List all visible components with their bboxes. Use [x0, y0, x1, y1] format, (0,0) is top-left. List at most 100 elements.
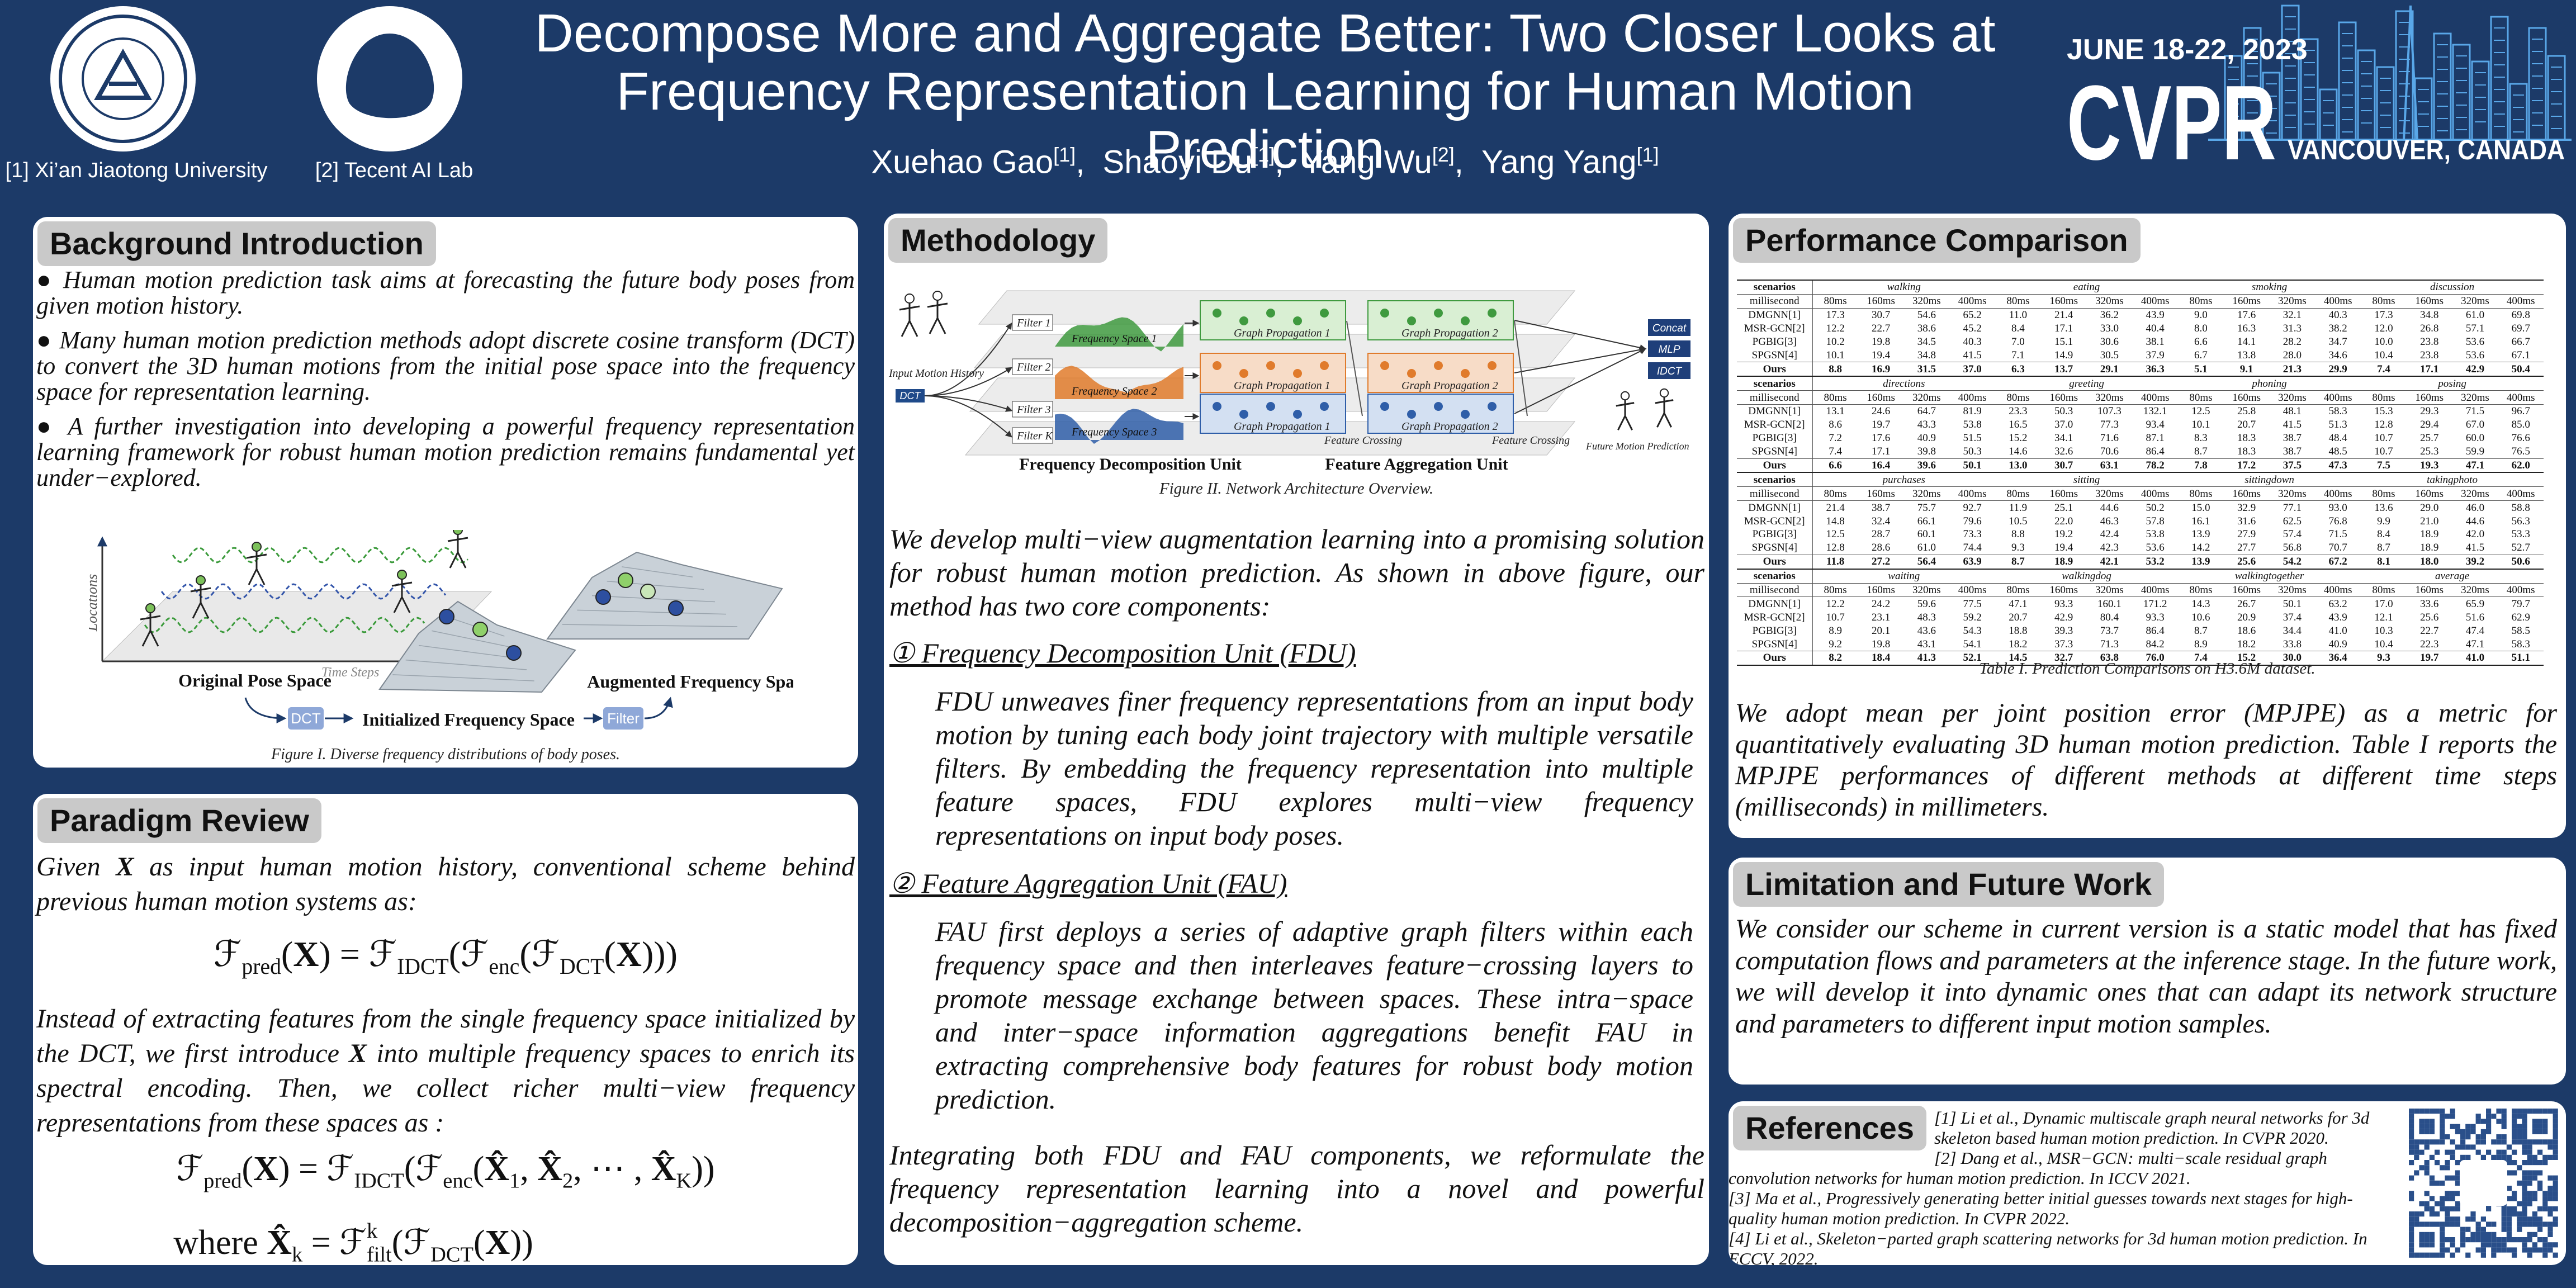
table-row: Ours 11.8 27.2 56.4 63.9 8.7 18.9 42.1 53.2 13.9 2…	[1737, 555, 2544, 569]
qr-cell	[2501, 1247, 2507, 1253]
table-row: SPGSN[4] 12.8 28.6 61.0 74.4 9.3 19.4 42.3 53.6 1…	[1737, 541, 2544, 555]
graph-node	[1320, 361, 1329, 370]
qr-code	[2404, 1104, 2563, 1262]
skeleton-head	[932, 291, 943, 301]
qr-cell	[2409, 1237, 2414, 1243]
qr-cell	[2440, 1242, 2445, 1248]
qr-cell	[2512, 1237, 2517, 1243]
qr-cell	[2429, 1242, 2435, 1248]
cell: 12.8	[2374, 419, 2393, 431]
cell: 63.9	[1963, 556, 1982, 568]
graph-node	[1488, 361, 1497, 370]
cell: 47.1	[2465, 460, 2485, 472]
qr-cell	[2440, 1247, 2445, 1253]
paragraph: FDU unweaves finer frequency representat…	[935, 685, 1693, 851]
qr-cell	[2450, 1154, 2455, 1160]
cell: 9.1	[2239, 363, 2253, 375]
surface-grid	[577, 609, 727, 615]
qr-cell	[2506, 1211, 2512, 1217]
cell: 10.4	[2374, 638, 2393, 650]
qr-cell	[2547, 1247, 2553, 1253]
qr-cell	[2465, 1237, 2471, 1243]
table-row: millisecond 80ms 160ms 320ms 400ms 80ms 160ms 3…	[1737, 294, 2544, 309]
qr-cell	[2532, 1221, 2537, 1227]
cell: 66.7	[2511, 336, 2530, 348]
author-separator: ,	[1275, 144, 1284, 181]
cell: 50.6	[2511, 556, 2530, 568]
results-table: scenarios walking eating smoking discussion m…	[1737, 280, 2544, 666]
qr-cell	[2553, 1216, 2558, 1222]
qr-cell	[2527, 1191, 2532, 1196]
math-symbol: X̂	[267, 1224, 292, 1262]
graph-node	[1293, 410, 1302, 419]
cell: 69.7	[2511, 323, 2530, 335]
skeleton-head	[397, 570, 407, 580]
time-step: 80ms	[2189, 391, 2213, 404]
qr-cell	[2429, 1109, 2435, 1114]
qr-cell	[2414, 1154, 2419, 1160]
surface-point	[506, 645, 522, 661]
qr-cell	[2440, 1129, 2445, 1134]
qr-cell	[2414, 1139, 2419, 1145]
qr-cell	[2475, 1119, 2481, 1124]
skeleton	[447, 534, 468, 569]
time-step: 80ms	[2189, 487, 2213, 500]
building	[2528, 27, 2547, 141]
cell: 71.6	[2100, 432, 2119, 444]
qr-cell	[2460, 1237, 2466, 1243]
cell: 79.7	[2511, 598, 2530, 610]
skeleton	[190, 585, 211, 619]
time-step: 160ms	[2232, 487, 2261, 500]
cell: 15.2	[2009, 432, 2028, 444]
qr-cell	[2553, 1175, 2558, 1181]
qr-cell	[2424, 1139, 2430, 1145]
qr-cell	[2475, 1237, 2481, 1243]
table-row: Ours 6.6 16.4 39.6 50.1 13.0 30.7 63.1 78.2 7.8 17…	[1737, 458, 2544, 473]
cell: 25.6	[2420, 611, 2439, 623]
cell: 65.2	[1963, 309, 1982, 321]
qr-cell	[2542, 1201, 2548, 1206]
qr-cell	[2553, 1129, 2558, 1134]
row-label: millisecond	[1737, 486, 1813, 501]
qr-cell	[2440, 1252, 2445, 1258]
cell: 132.1	[2143, 405, 2167, 418]
qr-cell	[2480, 1252, 2486, 1258]
cell: 19.8	[1872, 638, 1891, 650]
cell: 29.3	[2420, 405, 2439, 418]
qr-cell	[2532, 1170, 2537, 1176]
qr-cell	[2542, 1154, 2548, 1160]
cell: 40.9	[2328, 638, 2347, 650]
qr-cell	[2506, 1221, 2512, 1227]
cell: 59.2	[1963, 611, 1982, 623]
table-row: MSR-GCN[2] 10.7 23.1 48.3 59.2 20.7 42.9 80.4 93…	[1737, 610, 2544, 624]
qr-cell	[2537, 1227, 2543, 1232]
qr-cell	[2501, 1134, 2507, 1140]
qr-cell	[2512, 1129, 2517, 1134]
qr-cell	[2547, 1154, 2553, 1160]
cell: 19.4	[2054, 542, 2073, 554]
subscript: IDCT	[354, 1169, 404, 1193]
text-run: ℱ	[214, 934, 242, 974]
qr-cell	[2445, 1247, 2450, 1253]
qr-cell	[2445, 1237, 2450, 1243]
cell: 29.1	[2100, 363, 2119, 375]
qr-cell	[2517, 1180, 2522, 1186]
qr-cell	[2537, 1149, 2543, 1155]
cell: 14.5	[2009, 652, 2028, 664]
skeleton-head	[252, 542, 262, 552]
cell: 58.5	[2511, 624, 2530, 637]
qr-cell	[2486, 1149, 2492, 1155]
paradigm-panel: Paradigm Review Given X as input human m…	[33, 794, 858, 1265]
cell: 34.8	[1917, 349, 1936, 361]
graph-node	[1293, 316, 1302, 325]
cell: 17.1	[2054, 323, 2073, 335]
qr-cell	[2517, 1109, 2522, 1114]
qr-cell	[2419, 1242, 2425, 1248]
row-label: millisecond	[1737, 390, 1813, 405]
section-heading: Limitation and Future Work	[1733, 862, 2164, 907]
cell: 18.2	[2009, 638, 2028, 650]
qr-cell	[2532, 1129, 2537, 1134]
qr-cell	[2537, 1160, 2543, 1166]
skeleton-head	[1659, 388, 1669, 398]
qr-cell	[2445, 1211, 2450, 1217]
